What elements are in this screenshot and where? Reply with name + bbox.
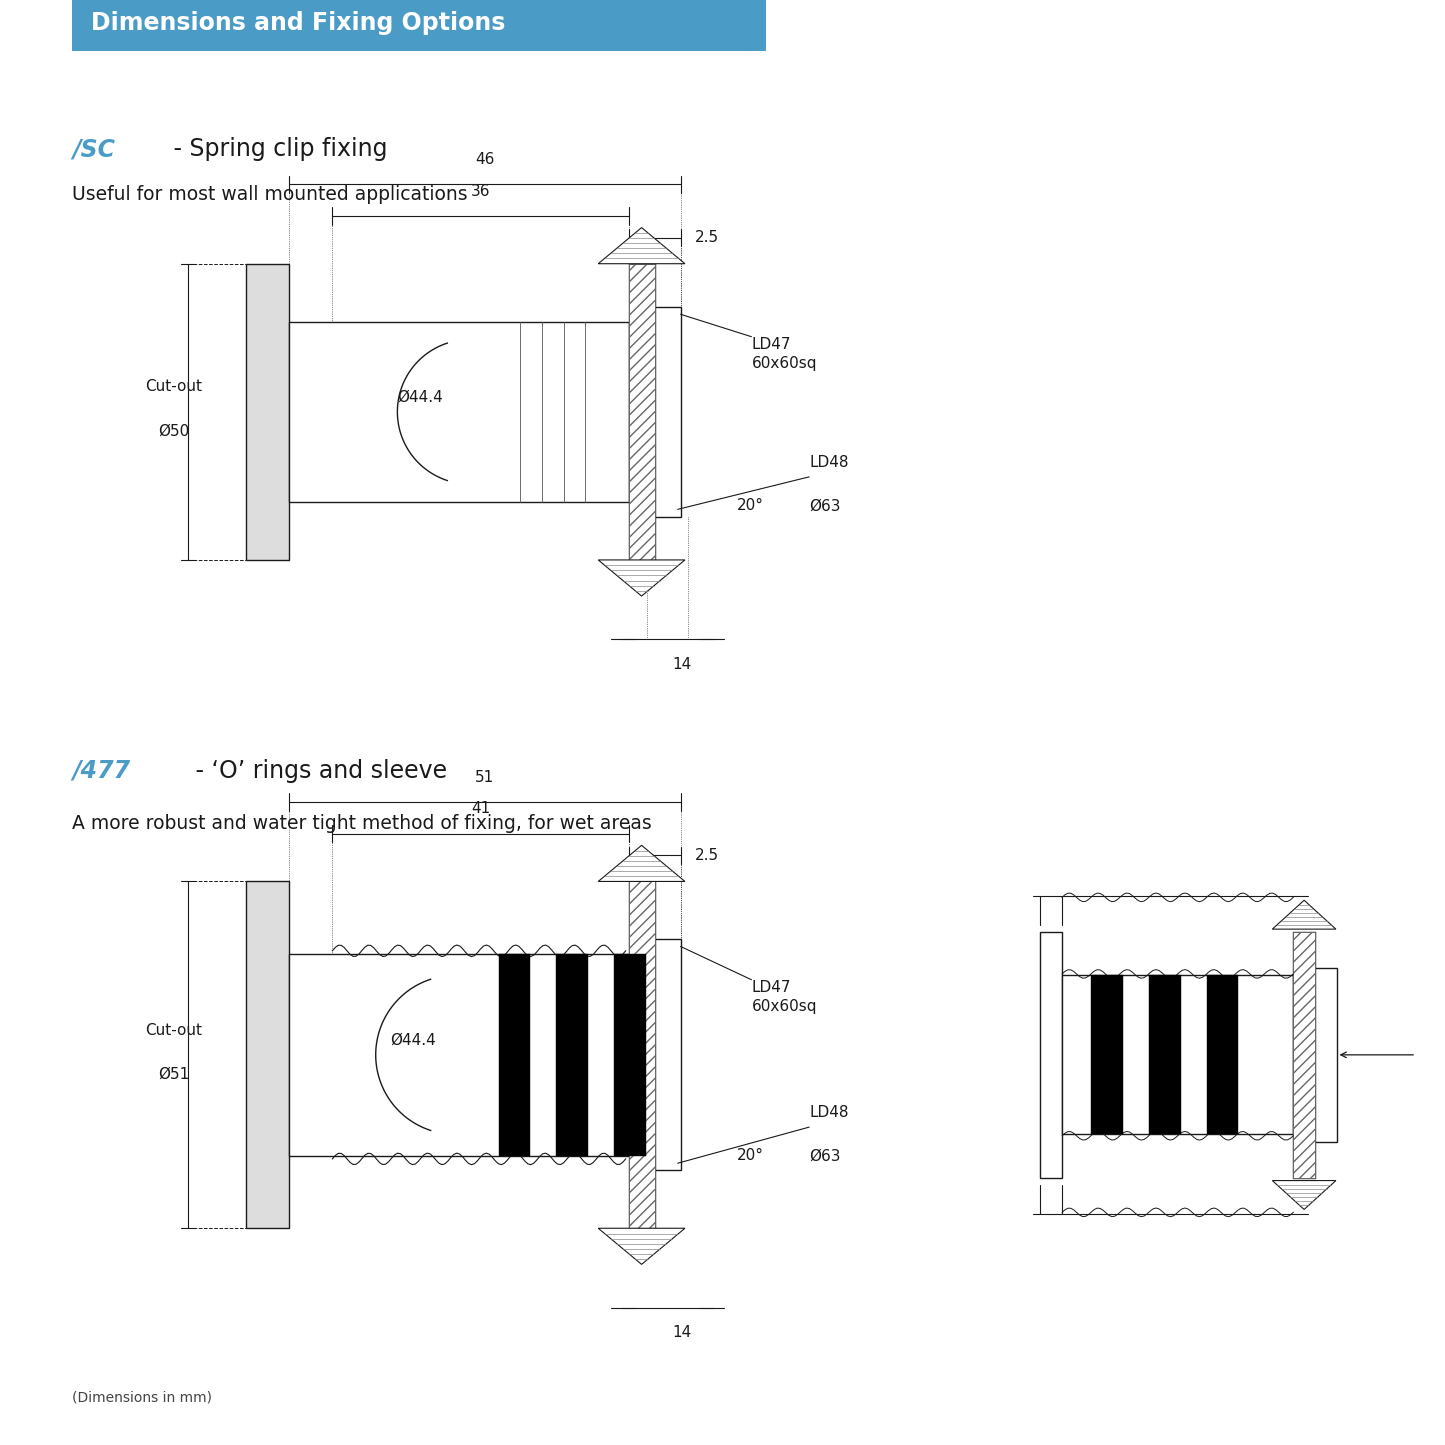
Bar [1091, 975, 1123, 1134]
Polygon shape [1272, 900, 1335, 929]
Text: 20°: 20° [737, 499, 764, 513]
Bar [246, 881, 289, 1228]
Polygon shape [1272, 1181, 1335, 1209]
Text: LD48: LD48 [809, 455, 848, 470]
Bar [246, 264, 289, 561]
Bar [1040, 932, 1062, 1178]
Text: Ø51: Ø51 [158, 1066, 189, 1081]
Text: Ø63: Ø63 [809, 499, 841, 513]
Text: 36: 36 [471, 184, 490, 199]
Text: /477: /477 [72, 759, 130, 783]
Polygon shape [598, 1228, 685, 1264]
Text: Ø44.4: Ø44.4 [397, 390, 444, 405]
Text: - ‘O’ rings and sleeve: - ‘O’ rings and sleeve [188, 759, 447, 783]
Text: (Dimensions in mm): (Dimensions in mm) [72, 1390, 212, 1405]
Text: /SC: /SC [72, 137, 116, 162]
Bar [556, 954, 588, 1156]
Text: - Spring clip fixing: - Spring clip fixing [166, 137, 387, 162]
Bar [629, 881, 655, 1228]
Text: LD47
60x60sq: LD47 60x60sq [751, 980, 816, 1014]
Text: 20°: 20° [737, 1149, 764, 1163]
Text: Cut-out: Cut-out [144, 1023, 202, 1038]
Bar [655, 308, 681, 517]
Text: 46: 46 [475, 152, 494, 166]
Text: A more robust and water tight method of fixing, for wet areas: A more robust and water tight method of … [72, 814, 652, 832]
Text: 51: 51 [475, 770, 494, 785]
Text: 14: 14 [672, 657, 692, 672]
Text: Useful for most wall mounted applications: Useful for most wall mounted application… [72, 185, 468, 204]
Text: Ø44.4: Ø44.4 [390, 1033, 436, 1048]
Text: LD47
60x60sq: LD47 60x60sq [751, 337, 816, 371]
Bar [1293, 932, 1315, 1178]
Text: Cut-out: Cut-out [144, 380, 202, 394]
Bar [1149, 975, 1181, 1134]
Bar [1207, 975, 1238, 1134]
Bar [72, 0, 766, 51]
Text: 2.5: 2.5 [695, 230, 720, 246]
Bar [289, 954, 629, 1156]
Bar [614, 954, 646, 1156]
Bar [289, 322, 629, 503]
Text: Ø50: Ø50 [158, 423, 189, 438]
Bar [629, 264, 655, 561]
Bar [1315, 968, 1337, 1142]
Text: LD48: LD48 [809, 1105, 848, 1120]
Polygon shape [598, 845, 685, 881]
Bar [1062, 975, 1293, 1134]
Bar [499, 954, 530, 1156]
Text: 2.5: 2.5 [695, 848, 720, 863]
Polygon shape [598, 561, 685, 597]
Bar [655, 939, 681, 1170]
Text: 41: 41 [471, 802, 490, 816]
Polygon shape [598, 227, 685, 264]
Text: Ø63: Ø63 [809, 1149, 841, 1163]
Text: Dimensions and Fixing Options: Dimensions and Fixing Options [91, 12, 506, 35]
Text: 14: 14 [672, 1325, 692, 1340]
